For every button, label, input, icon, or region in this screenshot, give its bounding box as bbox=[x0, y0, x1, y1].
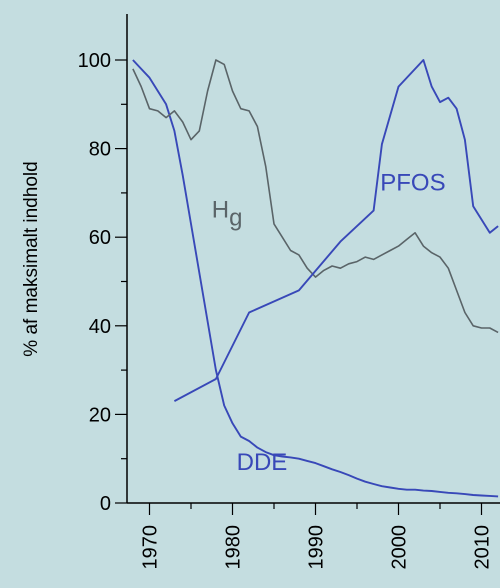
series-lines bbox=[132, 59, 499, 498]
y-tick-label: 0 bbox=[100, 493, 111, 515]
plot-area: 0 20 40 60 80 100 1970 1980 1990 2000 2010 DDE Hg P… bbox=[78, 14, 500, 570]
series-labels: DDE Hg PFOS bbox=[212, 170, 446, 476]
x-tick-label: 2000 bbox=[389, 525, 411, 570]
series-line-pfos bbox=[173, 59, 499, 402]
x-tick-label: 1980 bbox=[223, 525, 245, 570]
y-tick-label: 60 bbox=[89, 227, 111, 249]
y-tick-label: 40 bbox=[89, 316, 111, 338]
series-line-dde bbox=[132, 59, 499, 498]
y-axis-ticks: 0 20 40 60 80 100 bbox=[78, 50, 127, 515]
y-tick-label: 100 bbox=[78, 50, 111, 72]
y-axis-title: % af maksimalt indhold bbox=[21, 161, 42, 356]
y-tick-label: 20 bbox=[89, 404, 111, 426]
series-label-hg: Hg bbox=[212, 196, 243, 231]
series-label-pfos: PFOS bbox=[380, 170, 445, 197]
x-tick-label: 1990 bbox=[306, 525, 328, 570]
x-tick-label: 2010 bbox=[472, 525, 494, 570]
series-label-dde: DDE bbox=[237, 449, 288, 476]
series-line-hg bbox=[132, 59, 499, 334]
x-tick-label: 1970 bbox=[140, 525, 162, 570]
x-axis-ticks: 1970 1980 1990 2000 2010 bbox=[140, 503, 494, 570]
y-tick-label: 80 bbox=[89, 139, 111, 161]
